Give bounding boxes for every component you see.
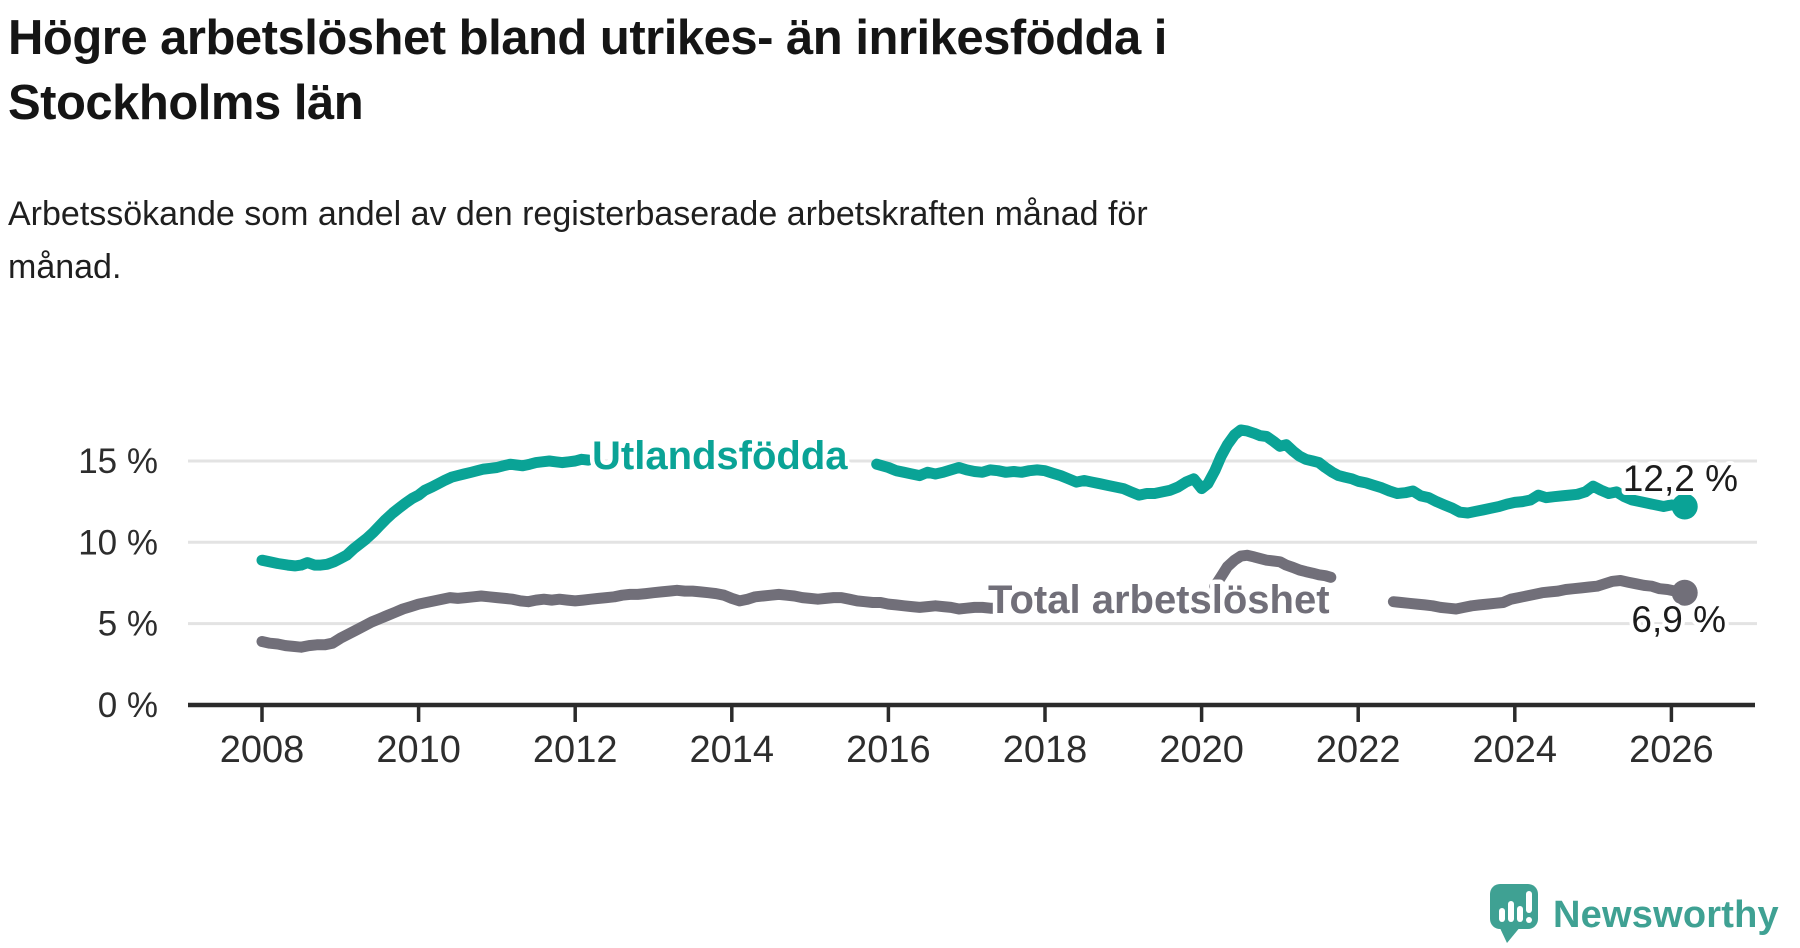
series-end-value-0: 12,2 %	[1623, 458, 1738, 499]
x-tick-label-2016: 2016	[846, 729, 931, 771]
subtitle-line-1: Arbetssökande som andel av den registerb…	[8, 195, 1148, 233]
series-line-0-seg-1	[871, 424, 1691, 519]
series-line-1-seg-2	[1387, 575, 1691, 615]
y-tick-label-10: 10 %	[78, 523, 158, 562]
series-line-0-seg-0	[256, 453, 594, 572]
header: Högre arbetslöshet bland utrikes- än inr…	[8, 6, 1438, 135]
x-tick-label-2024: 2024	[1473, 729, 1558, 771]
y-tick-label-15: 15 %	[78, 442, 158, 481]
x-tick-label-2012: 2012	[533, 729, 618, 771]
y-tick-label-5: 5 %	[98, 605, 158, 644]
page-title: Högre arbetslöshet bland utrikes- än inr…	[8, 6, 1438, 135]
x-tick-label-2010: 2010	[376, 729, 461, 771]
y-tick-label-0: 0 %	[98, 686, 158, 725]
newsworthy-logo-text: Newsworthy	[1553, 893, 1779, 936]
x-tick-label-2020: 2020	[1159, 729, 1244, 771]
x-tick-label-2022: 2022	[1316, 729, 1401, 771]
series-line-1-seg-0	[256, 584, 1008, 653]
x-tick-label-2018: 2018	[1003, 729, 1088, 771]
series-end-dot-1	[1671, 579, 1698, 606]
x-tick-label-2014: 2014	[690, 729, 775, 771]
series-label-1: Total arbetslöshet	[988, 578, 1330, 622]
title-line-2: Stockholms län	[8, 75, 364, 130]
newsworthy-logo: Newsworthy	[1490, 884, 1779, 946]
chart-subtitle: Arbetssökande som andel av den registerb…	[8, 188, 1508, 294]
series-end-value-1: 6,9 %	[1631, 599, 1726, 640]
series-end-dot-0	[1671, 493, 1698, 520]
x-tick-label-2026: 2026	[1629, 729, 1714, 771]
subtitle-line-2: månad.	[8, 248, 122, 287]
title-line-1: Högre arbetslöshet bland utrikes- än inr…	[8, 11, 1167, 65]
x-tick-label-2008: 2008	[220, 729, 305, 771]
series-line-1-seg-1	[1209, 549, 1337, 592]
series-label-0: Utlandsfödda	[592, 434, 848, 478]
newsworthy-speech-bubble-chart-icon	[1490, 884, 1538, 943]
